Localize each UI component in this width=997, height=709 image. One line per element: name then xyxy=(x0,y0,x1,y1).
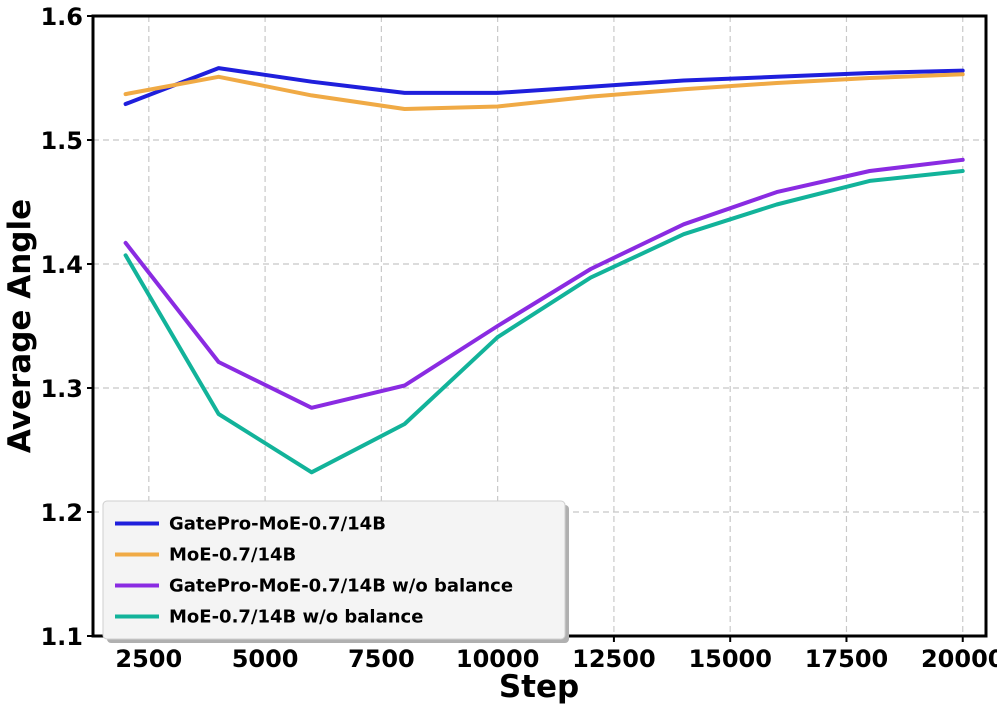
y-tick-label: 1.1 xyxy=(40,623,83,651)
legend-entry-label: MoE-0.7/14B xyxy=(169,545,296,566)
data-point xyxy=(310,406,314,410)
data-point xyxy=(310,470,314,474)
data-point xyxy=(403,422,407,426)
data-point xyxy=(775,75,779,79)
data-point xyxy=(124,92,128,96)
data-point xyxy=(496,91,500,95)
data-point xyxy=(682,222,686,226)
legend-entry-label: GatePro-MoE-0.7/14B w/o balance xyxy=(169,576,513,597)
y-tick-label: 1.5 xyxy=(40,127,83,155)
data-point xyxy=(217,75,221,79)
data-point xyxy=(217,360,221,364)
x-tick-label: 2500 xyxy=(115,645,182,673)
data-point xyxy=(961,72,965,76)
data-point xyxy=(124,102,128,106)
grid xyxy=(93,16,986,636)
data-point xyxy=(589,267,593,271)
x-tick-label: 10000 xyxy=(456,645,540,673)
data-point xyxy=(868,169,872,173)
data-point xyxy=(868,71,872,75)
data-point xyxy=(496,335,500,339)
x-tick-label: 15000 xyxy=(688,645,772,673)
legend-box xyxy=(102,500,566,640)
data-point xyxy=(124,241,128,245)
series-line-4 xyxy=(123,169,965,475)
data-point xyxy=(682,232,686,236)
y-tick-label: 1.4 xyxy=(40,251,83,279)
series-line-2 xyxy=(123,72,965,111)
data-point xyxy=(682,87,686,91)
data-point xyxy=(217,66,221,70)
data-point xyxy=(961,169,965,173)
data-point xyxy=(775,81,779,85)
legend-entry-label: GatePro-MoE-0.7/14B xyxy=(169,514,386,535)
data-point xyxy=(589,276,593,280)
x-tick-label: 12500 xyxy=(572,645,656,673)
series-lines xyxy=(123,66,965,475)
y-axis-title: Average Angle xyxy=(2,199,38,453)
data-point xyxy=(496,105,500,108)
data-point xyxy=(496,324,500,328)
data-point xyxy=(682,79,686,82)
data-point xyxy=(403,91,407,95)
series-line-3 xyxy=(123,157,965,410)
data-point xyxy=(961,69,965,73)
data-point xyxy=(403,107,407,111)
data-point xyxy=(961,158,965,162)
data-point xyxy=(310,80,314,84)
y-tick-label: 1.2 xyxy=(40,499,83,527)
series-line-1 xyxy=(123,66,965,106)
data-point xyxy=(403,384,407,387)
data-point xyxy=(124,253,128,257)
y-axis: 1.1 1.2 1.3 1.4 1.5 1.6 xyxy=(40,3,93,651)
x-axis: 2500 5000 7500 10000 12500 15000 17500 20000 xyxy=(115,636,997,673)
x-tick-label: 5000 xyxy=(232,645,299,673)
data-point xyxy=(589,85,593,89)
y-tick-label: 1.3 xyxy=(40,375,83,403)
x-tick-label: 20000 xyxy=(921,645,997,673)
legend: GatePro-MoE-0.7/14B MoE-0.7/14B GatePro-Mo… xyxy=(102,500,569,643)
data-point xyxy=(589,95,593,99)
x-tick-label: 7500 xyxy=(348,645,415,673)
x-axis-title: Step xyxy=(499,669,579,705)
data-point xyxy=(217,412,221,416)
legend-entry-label: MoE-0.7/14B w/o balance xyxy=(169,607,423,628)
data-point xyxy=(868,76,872,80)
data-point xyxy=(775,203,779,206)
data-point xyxy=(775,190,779,194)
data-point xyxy=(868,179,872,183)
x-tick-label: 17500 xyxy=(805,645,889,673)
data-point xyxy=(310,93,314,97)
y-tick-label: 1.6 xyxy=(40,3,83,31)
